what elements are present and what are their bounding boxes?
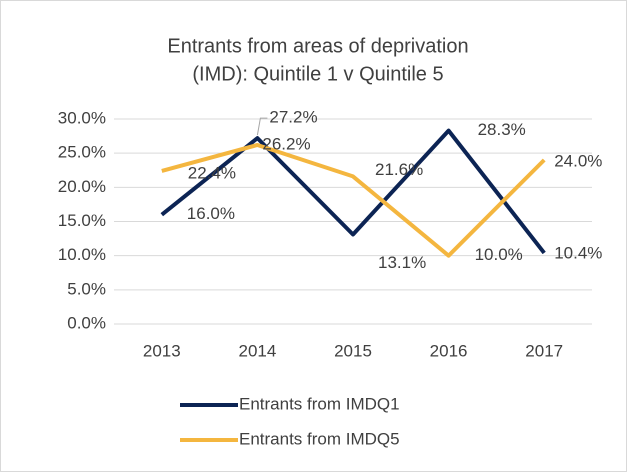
legend-label: Entrants from IMDQ1	[239, 394, 400, 413]
y-tick-label: 30.0%	[58, 108, 106, 127]
x-tick-label: 2015	[334, 341, 372, 360]
y-tick-label: 10.0%	[58, 245, 106, 264]
data-label: 10.4%	[554, 243, 602, 262]
chart-title: (IMD): Quintile 1 v Quintile 5	[192, 63, 443, 85]
legend-label: Entrants from IMDQ5	[239, 429, 400, 448]
x-tick-label: 2017	[525, 341, 563, 360]
y-tick-label: 20.0%	[58, 177, 106, 196]
data-label: 21.6%	[375, 160, 423, 179]
y-tick-label: 5.0%	[67, 279, 106, 298]
data-label: 16.0%	[187, 204, 235, 223]
y-tick-label: 15.0%	[58, 211, 106, 230]
series-line	[161, 142, 546, 258]
data-label: 24.0%	[554, 151, 602, 170]
data-label: 10.0%	[475, 245, 523, 264]
data-label: 13.1%	[378, 253, 426, 272]
y-tick-label: 25.0%	[58, 143, 106, 162]
data-label: 26.2%	[262, 134, 310, 153]
chart-title: Entrants from areas of deprivation	[167, 35, 468, 57]
data-label: 28.3%	[478, 120, 526, 139]
series-line	[160, 128, 546, 255]
x-tick-label: 2014	[238, 341, 276, 360]
x-tick-label: 2016	[430, 341, 468, 360]
data-label: 22.4%	[188, 163, 236, 182]
x-tick-label: 2013	[143, 341, 181, 360]
data-label: 27.2%	[269, 108, 317, 127]
leader-line	[256, 117, 268, 136]
y-tick-label: 0.0%	[67, 313, 106, 332]
